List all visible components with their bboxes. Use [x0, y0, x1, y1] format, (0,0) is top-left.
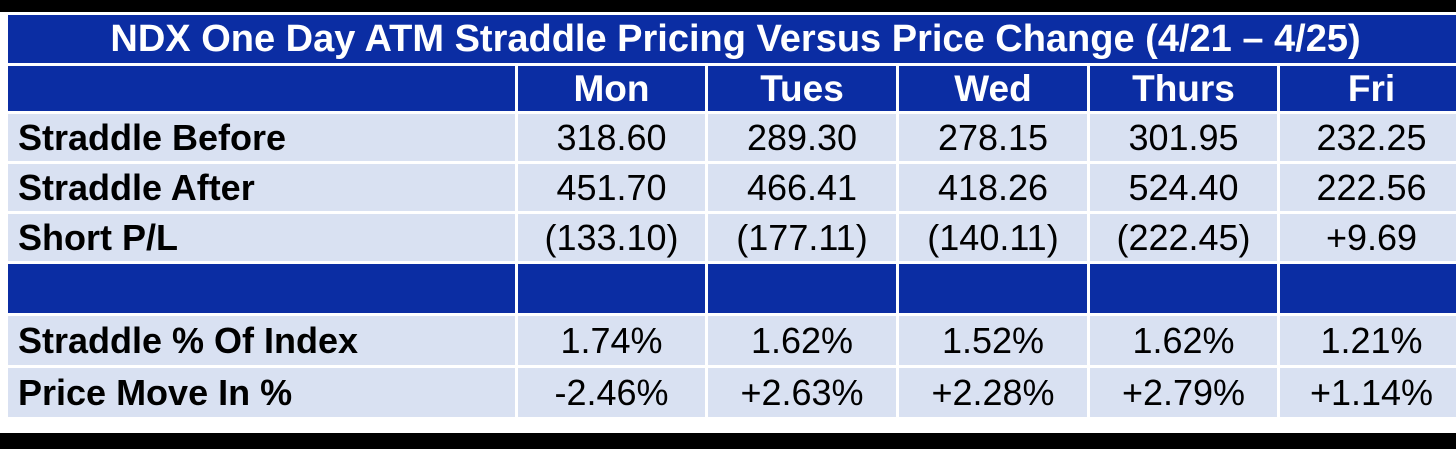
cell-value: 418.26: [899, 164, 1087, 211]
column-header-tues: Tues: [708, 66, 896, 111]
spacer-cell: [1090, 264, 1277, 313]
blue-spacer-row: [8, 264, 1456, 313]
column-header-fri: Fri: [1280, 66, 1456, 111]
header-blank-cell: [8, 66, 515, 111]
bottom-border-bar: [0, 433, 1456, 449]
cell-value: 1.52%: [899, 316, 1087, 365]
row-label: Short P/L: [8, 214, 515, 261]
cell-value: 1.62%: [1090, 316, 1277, 365]
cell-value: 1.62%: [708, 316, 896, 365]
cell-value-positive: +1.14%: [1280, 368, 1456, 417]
row-straddle-pct-of-index: Straddle % Of Index 1.74% 1.62% 1.52% 1.…: [8, 316, 1456, 365]
cell-value: 222.56: [1280, 164, 1456, 211]
spacer-cell: [708, 264, 896, 313]
column-header-wed: Wed: [899, 66, 1087, 111]
cell-value-positive: +9.69: [1280, 214, 1456, 261]
row-price-move-pct: Price Move In % -2.46% +2.63% +2.28% +2.…: [8, 368, 1456, 417]
column-header-mon: Mon: [518, 66, 705, 111]
top-border-bar: [0, 0, 1456, 12]
cell-value: 232.25: [1280, 114, 1456, 161]
cell-value: 1.21%: [1280, 316, 1456, 365]
cell-value: 301.95: [1090, 114, 1277, 161]
cell-value: 318.60: [518, 114, 705, 161]
straddle-pricing-table: NDX One Day ATM Straddle Pricing Versus …: [5, 12, 1456, 420]
cell-value: 289.30: [708, 114, 896, 161]
spacer-cell: [518, 264, 705, 313]
spacer-cell: [8, 264, 515, 313]
row-short-pl: Short P/L (133.10) (177.11) (140.11) (22…: [8, 214, 1456, 261]
cell-value: 278.15: [899, 114, 1087, 161]
column-header-thurs: Thurs: [1090, 66, 1277, 111]
cell-value: 1.74%: [518, 316, 705, 365]
row-label: Straddle % Of Index: [8, 316, 515, 365]
cell-value-negative: (177.11): [708, 214, 896, 261]
row-straddle-before: Straddle Before 318.60 289.30 278.15 301…: [8, 114, 1456, 161]
cell-value-negative: (222.45): [1090, 214, 1277, 261]
row-label: Price Move In %: [8, 368, 515, 417]
spacer-cell: [1280, 264, 1456, 313]
cell-value-negative: (133.10): [518, 214, 705, 261]
row-label: Straddle Before: [8, 114, 515, 161]
cell-value: 451.70: [518, 164, 705, 211]
cell-value-positive: +2.63%: [708, 368, 896, 417]
cell-value-positive: +2.28%: [899, 368, 1087, 417]
cell-value-positive: +2.79%: [1090, 368, 1277, 417]
weekday-header-row: Mon Tues Wed Thurs Fri: [8, 66, 1456, 111]
cell-value: 466.41: [708, 164, 896, 211]
cell-value-negative: -2.46%: [518, 368, 705, 417]
title-row: NDX One Day ATM Straddle Pricing Versus …: [8, 15, 1456, 63]
row-label: Straddle After: [8, 164, 515, 211]
cell-value-negative: (140.11): [899, 214, 1087, 261]
spacer-cell: [899, 264, 1087, 313]
cell-value: 524.40: [1090, 164, 1277, 211]
table-title: NDX One Day ATM Straddle Pricing Versus …: [8, 15, 1456, 63]
row-straddle-after: Straddle After 451.70 466.41 418.26 524.…: [8, 164, 1456, 211]
